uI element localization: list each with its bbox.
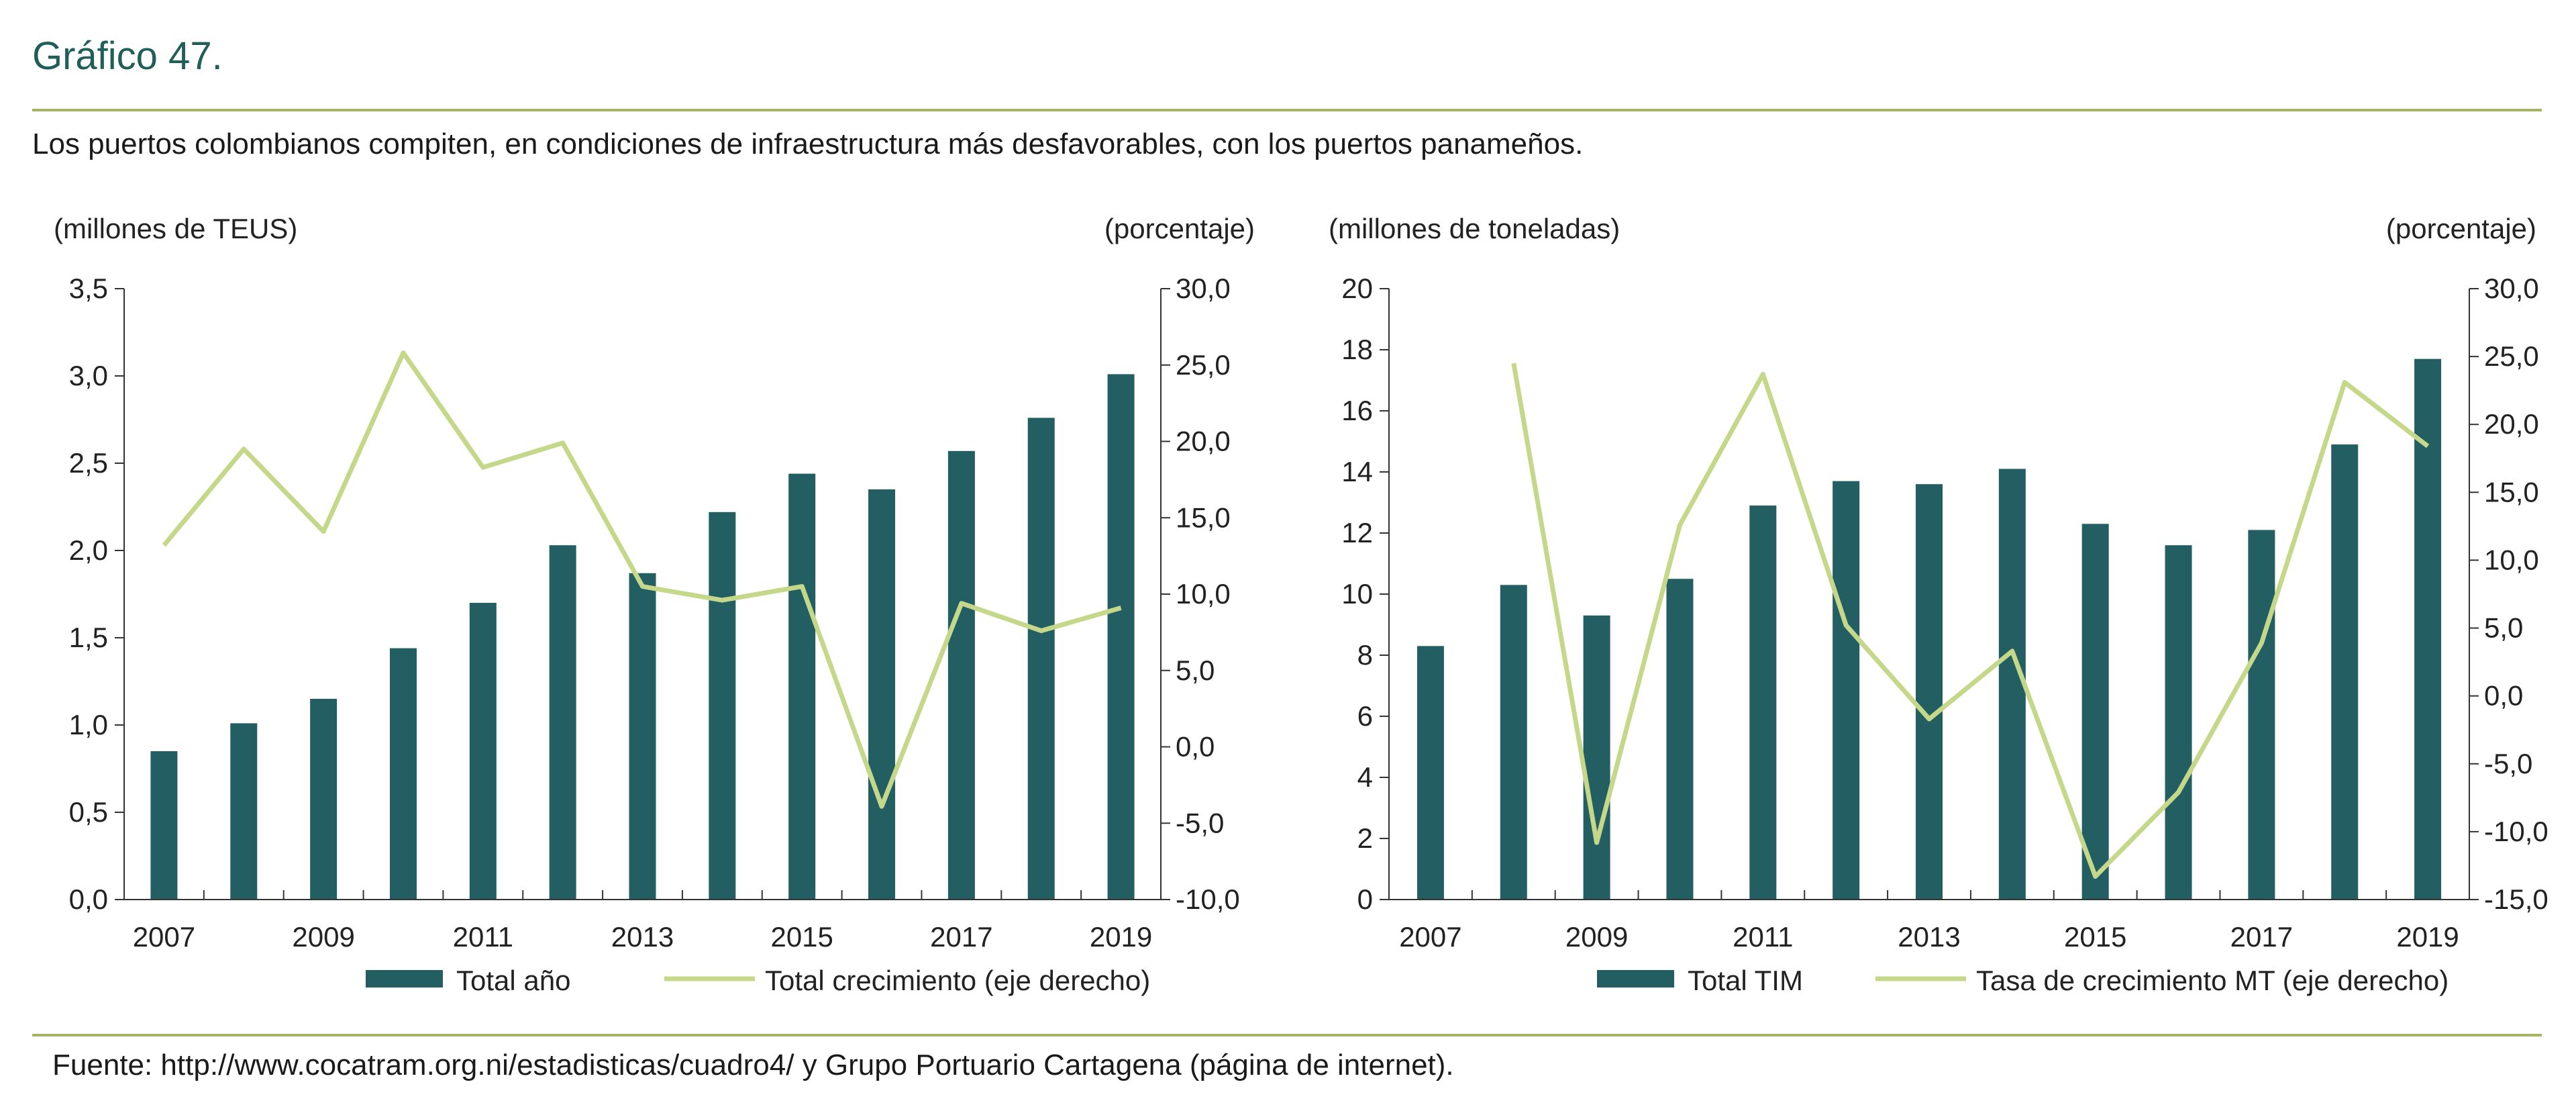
bar-2007 <box>150 751 178 900</box>
left-tick-label: 6 <box>1357 700 1373 732</box>
right-tick-label: 10,0 <box>1176 578 1231 610</box>
right-tick-label: 15,0 <box>1176 501 1231 533</box>
bar-2011 <box>1749 505 1777 900</box>
bar-2016 <box>868 489 896 900</box>
legend-line-label: Tasa de crecimiento MT (eje derecho) <box>1976 965 2449 996</box>
bar-2019 <box>2414 358 2442 900</box>
bar-2019 <box>1107 374 1135 900</box>
left-tick-label: 3,5 <box>69 273 108 304</box>
bar-2008 <box>230 723 258 900</box>
bar-2009 <box>310 699 338 900</box>
bar-2016 <box>2165 545 2192 900</box>
x-tick-label: 2013 <box>1898 921 1960 953</box>
right-tick-label: 30,0 <box>1176 273 1231 304</box>
right-tick-label: 30,0 <box>2484 273 2539 304</box>
x-tick-label: 2009 <box>1565 921 1628 953</box>
bar-2012 <box>549 545 576 900</box>
growth-line <box>1511 363 2430 879</box>
left-tick-label: 2,5 <box>69 447 108 479</box>
bar-2018 <box>1027 418 1055 900</box>
right-tick-label: -10,0 <box>2484 816 2548 847</box>
left-tick-label: 0,5 <box>69 796 108 828</box>
right-tick-label: 20,0 <box>1176 426 1231 457</box>
bar-2017 <box>2248 530 2275 900</box>
bar-2017 <box>947 450 975 900</box>
left-tick-label: 20 <box>1341 273 1373 304</box>
x-tick-label: 2017 <box>2230 921 2293 953</box>
x-tick-label: 2013 <box>611 921 674 953</box>
right-tick-label: 5,0 <box>2484 612 2523 644</box>
bar-2011 <box>469 603 497 900</box>
tonnage-chart: (millones de toneladas) (porcentaje) 0 2 4 6 8… <box>1329 213 2548 996</box>
left-tick-label: 3,0 <box>69 360 108 391</box>
right-tick-label: 15,0 <box>2484 476 2539 508</box>
right-tick-label: -5,0 <box>2484 748 2532 779</box>
bar-2010 <box>1666 579 1694 900</box>
right-tick-label: -10,0 <box>1176 883 1240 915</box>
right-tick-label: 5,0 <box>1176 655 1215 686</box>
figure-subtitle: Los puertos colombianos compiten, en con… <box>32 128 1584 160</box>
bar-2007 <box>1416 646 1444 900</box>
right-tick-label: 10,0 <box>2484 544 2539 575</box>
bar-2012 <box>1833 481 1860 900</box>
right-tick-label: 20,0 <box>2484 408 2539 440</box>
x-tick-label: 2009 <box>292 921 354 953</box>
x-tick-label: 2011 <box>453 921 513 953</box>
right-tick-label: 25,0 <box>1176 349 1231 381</box>
bottom-divider <box>32 1034 2542 1036</box>
top-divider <box>32 109 2542 111</box>
legend-bar-label: Total TIM <box>1688 965 1803 996</box>
legend-line-label: Total crecimiento (eje derecho) <box>765 965 1150 996</box>
bar-2015 <box>788 473 816 900</box>
bar-2009 <box>1583 615 1610 900</box>
left-tick-label: 18 <box>1341 334 1373 365</box>
right-axis-unit-label: (porcentaje) <box>1104 213 1255 244</box>
growth-line <box>162 350 1122 809</box>
left-tick-label: 16 <box>1341 395 1373 426</box>
bar-2013 <box>1916 484 1943 900</box>
right-tick-label: 25,0 <box>2484 340 2539 372</box>
left-tick-label: 14 <box>1341 456 1373 487</box>
left-axis-unit-label: (millones de toneladas) <box>1329 213 1620 244</box>
figure-title: Gráfico 47. <box>32 34 223 78</box>
right-tick-label: -5,0 <box>1176 807 1224 838</box>
right-tick-label: 0,0 <box>1176 731 1215 763</box>
bar-2008 <box>1500 585 1527 900</box>
bar-2010 <box>389 648 417 900</box>
x-tick-label: 2019 <box>2396 921 2459 953</box>
x-tick-label: 2019 <box>1090 921 1152 953</box>
left-tick-label: 12 <box>1341 517 1373 548</box>
right-axis-unit-label: (porcentaje) <box>2386 213 2536 244</box>
bar-2018 <box>2331 444 2359 900</box>
source-note: Fuente: http://www.cocatram.org.ni/estad… <box>52 1049 1454 1081</box>
left-tick-label: 2 <box>1357 822 1373 854</box>
bar-2015 <box>2081 524 2109 900</box>
x-tick-label: 2007 <box>1399 921 1461 953</box>
x-tick-label: 2007 <box>133 921 195 953</box>
legend-bar-label: Total año <box>456 965 570 996</box>
legend-bar-swatch <box>1597 970 1674 987</box>
right-tick-label: -15,0 <box>2484 883 2548 915</box>
left-tick-label: 2,0 <box>69 534 108 566</box>
legend-bar-swatch <box>366 970 443 987</box>
x-tick-label: 2015 <box>770 921 833 953</box>
left-tick-label: 0,0 <box>69 883 108 915</box>
left-tick-label: 0 <box>1357 883 1373 915</box>
bar-2013 <box>629 573 656 900</box>
left-axis-unit-label: (millones de TEUS) <box>54 213 297 244</box>
left-tick-label: 1,0 <box>69 709 108 740</box>
x-tick-label: 2015 <box>2064 921 2126 953</box>
x-tick-label: 2011 <box>1733 921 1793 953</box>
left-tick-label: 10 <box>1341 578 1373 610</box>
x-tick-label: 2017 <box>930 921 992 953</box>
left-tick-label: 4 <box>1357 761 1373 793</box>
left-tick-label: 1,5 <box>69 622 108 653</box>
teus-chart: (millones de TEUS) (porcentaje) 0,0 0,5 1,0 1… <box>54 213 1255 996</box>
bar-2014 <box>1998 469 2026 900</box>
left-tick-label: 8 <box>1357 639 1373 671</box>
right-tick-label: 0,0 <box>2484 680 2523 712</box>
bar-2014 <box>709 512 736 900</box>
